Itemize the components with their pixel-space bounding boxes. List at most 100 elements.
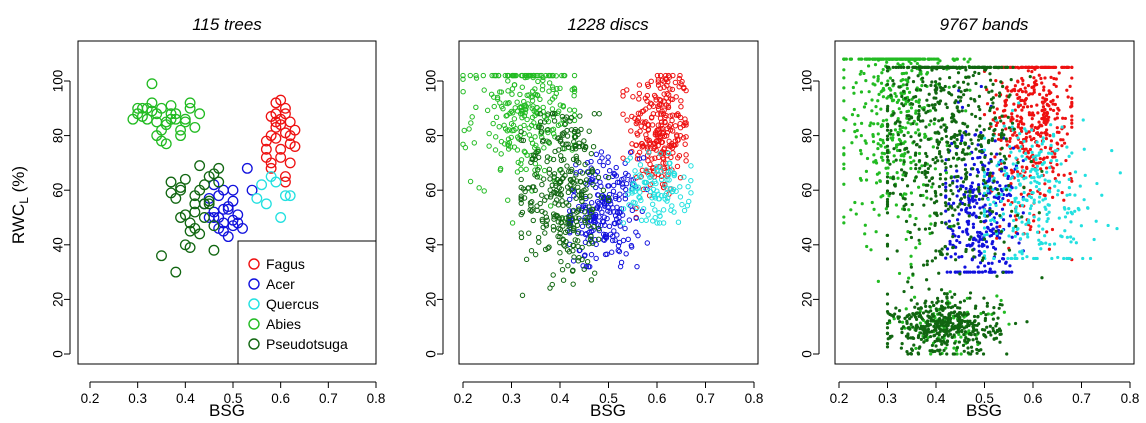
- point-pseudotsuga: [949, 136, 953, 141]
- point-fagus: [1065, 88, 1069, 92]
- point-acer: [616, 209, 623, 215]
- point-pseudotsuga: [962, 131, 966, 135]
- point-abies: [541, 167, 548, 174]
- point-abies: [925, 196, 929, 200]
- point-fagus: [1045, 230, 1049, 234]
- point-pseudotsuga: [885, 197, 890, 202]
- point-pseudotsuga: [588, 209, 595, 215]
- y-axis-label: RWCL (%): [9, 166, 31, 244]
- point-quercus: [656, 220, 663, 226]
- point-pseudotsuga: [968, 65, 972, 69]
- point-pseudotsuga: [917, 159, 922, 163]
- point-quercus: [1013, 199, 1017, 203]
- legend-marker: [248, 258, 260, 270]
- point-pseudotsuga: [550, 211, 557, 217]
- point-pseudotsuga: [574, 209, 580, 215]
- point-pseudotsuga: [579, 189, 585, 195]
- point-fagus: [1016, 125, 1020, 129]
- point-pseudotsuga: [565, 189, 572, 196]
- point-acer: [983, 269, 988, 273]
- point-fagus: [1027, 65, 1031, 69]
- point-abies: [179, 116, 191, 128]
- point-pseudotsuga: [994, 229, 998, 233]
- point-pseudotsuga: [902, 289, 906, 294]
- point-fagus: [995, 236, 999, 240]
- point-abies: [497, 167, 504, 173]
- point-abies: [842, 116, 846, 120]
- point-pseudotsuga: [551, 171, 558, 177]
- point-abies: [849, 208, 853, 212]
- point-quercus: [1011, 226, 1016, 230]
- point-pseudotsuga: [573, 172, 579, 178]
- point-pseudotsuga: [966, 82, 970, 86]
- point-pseudotsuga: [926, 183, 930, 187]
- point-quercus: [652, 215, 658, 221]
- point-quercus: [1025, 198, 1029, 203]
- point-fagus: [1049, 139, 1054, 143]
- point-fagus: [652, 130, 659, 136]
- point-pseudotsuga: [1012, 127, 1016, 131]
- point-quercus: [1052, 242, 1057, 246]
- point-pseudotsuga: [916, 352, 921, 356]
- point-pseudotsuga: [208, 244, 220, 256]
- point-fagus: [1014, 218, 1018, 222]
- point-abies: [524, 116, 530, 123]
- point-quercus: [284, 190, 296, 202]
- point-acer: [998, 184, 1002, 188]
- point-fagus: [624, 117, 630, 123]
- point-fagus: [1009, 181, 1013, 186]
- point-pseudotsuga: [948, 144, 952, 148]
- point-pseudotsuga: [931, 106, 936, 110]
- point-pseudotsuga: [988, 106, 993, 110]
- point-pseudotsuga: [912, 343, 916, 347]
- point-pseudotsuga: [982, 237, 987, 241]
- point-fagus: [1011, 133, 1015, 137]
- point-abies: [921, 183, 926, 187]
- point-acer: [580, 203, 587, 209]
- point-acer: [594, 169, 601, 175]
- point-pseudotsuga: [528, 159, 534, 166]
- point-pseudotsuga: [951, 156, 956, 160]
- point-pseudotsuga: [987, 90, 991, 94]
- point-pseudotsuga: [950, 112, 954, 116]
- point-pseudotsuga: [930, 300, 934, 304]
- point-pseudotsuga: [991, 101, 995, 105]
- point-acer: [977, 244, 981, 248]
- point-pseudotsuga: [1011, 65, 1015, 69]
- point-pseudotsuga: [887, 319, 892, 323]
- point-pseudotsuga: [968, 331, 972, 336]
- point-quercus: [1025, 232, 1029, 236]
- point-abies: [927, 57, 932, 61]
- point-pseudotsuga: [932, 201, 937, 205]
- point-pseudotsuga: [955, 330, 959, 334]
- point-abies: [897, 107, 901, 111]
- point-fagus: [1052, 65, 1056, 69]
- point-pseudotsuga: [984, 313, 988, 317]
- point-fagus: [265, 111, 277, 122]
- point-pseudotsuga: [998, 340, 1002, 344]
- point-quercus: [1057, 216, 1061, 220]
- point-pseudotsuga: [951, 213, 955, 217]
- point-quercus: [1009, 256, 1013, 261]
- point-fagus: [1038, 191, 1042, 196]
- point-quercus: [1037, 238, 1041, 242]
- point-fagus: [1012, 87, 1017, 91]
- point-acer: [617, 191, 623, 197]
- point-abies: [920, 83, 924, 88]
- point-pseudotsuga: [977, 215, 981, 220]
- point-fagus: [652, 132, 659, 138]
- point-fagus: [678, 98, 684, 104]
- point-acer: [592, 184, 599, 191]
- point-acer: [973, 133, 977, 137]
- point-fagus: [658, 122, 664, 128]
- point-quercus: [1065, 235, 1069, 239]
- point-pseudotsuga: [885, 309, 890, 314]
- point-pseudotsuga: [992, 179, 996, 183]
- point-fagus: [1043, 107, 1047, 112]
- point-abies: [879, 143, 883, 148]
- point-quercus: [1002, 124, 1006, 128]
- point-fagus: [1053, 102, 1057, 107]
- point-abies: [955, 352, 959, 356]
- point-pseudotsuga: [907, 117, 911, 121]
